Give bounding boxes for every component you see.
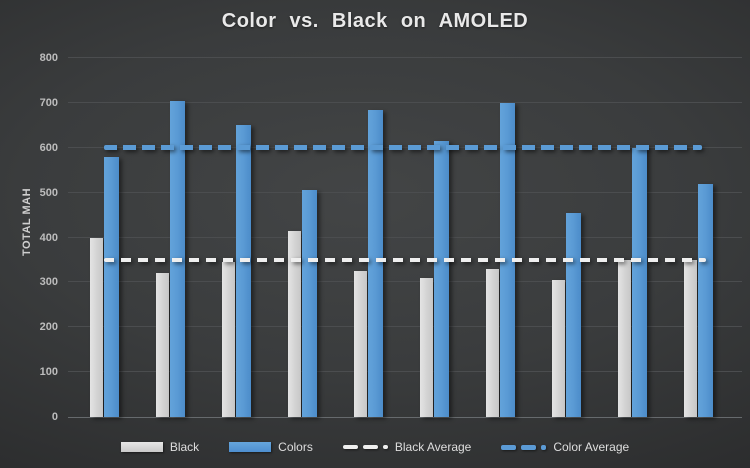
legend-item-black-average: Black Average: [342, 440, 472, 454]
bar-black-2: [156, 273, 169, 417]
legend: Black Colors Black Average Color Average: [0, 440, 750, 454]
bar-colors-5: [368, 109, 383, 417]
gridline-300: [68, 281, 742, 283]
legend-item-color-average: Color Average: [501, 440, 629, 454]
bar-colors-3: [236, 125, 251, 417]
black-series-swatch: [120, 442, 163, 452]
bar-colors-9: [632, 147, 647, 417]
gridline-800: [68, 57, 742, 58]
bar-black-9: [618, 259, 631, 417]
bar-colors-1: [104, 156, 119, 417]
color-average-line-swatch: [501, 444, 547, 450]
color-average-line: [104, 144, 702, 150]
bar-colors-10: [698, 183, 713, 417]
bar-black-1: [90, 237, 103, 417]
bar-black-10: [684, 259, 697, 417]
gridline-400: [68, 236, 742, 238]
legend-item-colors: Colors: [229, 440, 313, 454]
y-axis-tick-labels: 0 100 200 300 400 500 600 700 800: [0, 0, 58, 468]
y-tick-100: 100: [39, 366, 58, 379]
bar-colors-6: [434, 141, 449, 417]
legend-item-black: Black: [120, 440, 200, 454]
bar-black-7: [486, 268, 499, 417]
y-tick-300: 300: [39, 276, 58, 289]
bar-black-5: [354, 271, 367, 417]
bar-black-6: [420, 277, 433, 417]
y-tick-500: 500: [39, 186, 58, 199]
bar-colors-8: [566, 212, 581, 417]
x-axis-line: [68, 417, 742, 418]
legend-label-black-average: Black Average: [394, 440, 472, 454]
gridline-500: [68, 191, 742, 193]
colors-series-swatch: [229, 442, 272, 452]
y-tick-400: 400: [39, 231, 58, 244]
gridline-700: [68, 101, 742, 103]
gridline-200: [68, 326, 742, 328]
gridline-100: [68, 371, 742, 373]
bar-colors-4: [302, 190, 317, 417]
legend-label-color-average: Color Average: [553, 440, 630, 454]
y-tick-200: 200: [39, 321, 58, 334]
y-tick-800: 800: [39, 52, 58, 64]
y-tick-700: 700: [39, 96, 58, 109]
legend-label-black: Black: [169, 440, 200, 454]
bar-black-3: [222, 262, 235, 417]
bar-black-8: [552, 280, 565, 417]
black-average-line: [104, 257, 706, 262]
bar-black-4: [288, 230, 301, 417]
plot-area: [68, 57, 742, 418]
chart-title: Color vs. Black on AMOLED: [221, 10, 529, 32]
y-tick-0: 0: [51, 411, 58, 423]
legend-label-colors: Colors: [278, 440, 313, 454]
y-tick-600: 600: [39, 141, 58, 154]
black-average-line-swatch: [342, 445, 388, 449]
